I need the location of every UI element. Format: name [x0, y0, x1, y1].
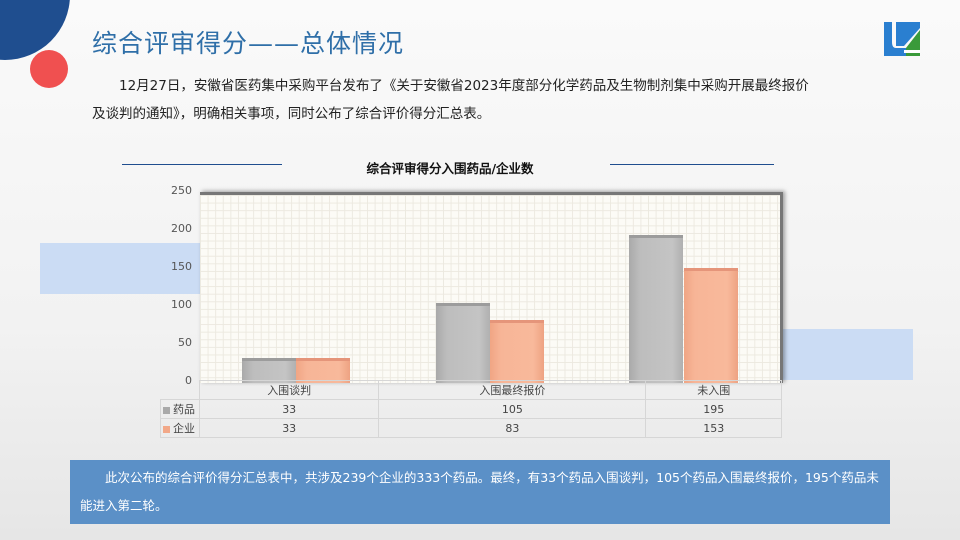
legend-swatch-enterprise	[163, 425, 170, 433]
brand-logo-icon	[884, 22, 920, 56]
column-header: 未入围	[645, 380, 782, 400]
table-cell: 33	[198, 399, 380, 419]
table-row: 药品 33 105 195	[160, 399, 782, 419]
y-tick-200: 200	[171, 222, 192, 235]
title-sub: 总体情况	[300, 29, 405, 58]
chart-title-rule-left	[122, 164, 282, 165]
bar-drug-not-shortlisted	[629, 235, 683, 383]
y-tick-250: 250	[171, 184, 192, 197]
y-tick-50: 50	[178, 336, 192, 349]
decorative-band-right	[781, 329, 913, 380]
table-header-row: 入围谈判 入围最终报价 未入围	[160, 380, 782, 400]
chart-plot-area	[200, 192, 783, 383]
column-header: 入围最终报价	[378, 380, 647, 400]
intro-paragraph: 12月27日，安徽省医药集中采购平台发布了《关于安徽省2023年度部分化学药品及…	[92, 78, 809, 122]
legend-enterprise: 企业	[160, 418, 200, 438]
table-row: 企业 33 83 153	[160, 418, 782, 438]
bar-enterprise-final-quote	[490, 320, 544, 383]
table-cell: 105	[378, 399, 647, 419]
legend-drug: 药品	[160, 399, 200, 419]
decorative-red-circle	[30, 50, 68, 88]
title-dash: ——	[248, 29, 301, 58]
y-tick-100: 100	[171, 298, 192, 311]
bar-drug-final-quote	[436, 303, 490, 383]
bar-enterprise-not-shortlisted	[684, 268, 738, 383]
column-header: 入围谈判	[198, 380, 380, 400]
bar-drug-negotiation	[242, 358, 296, 383]
legend-swatch-drug	[163, 406, 170, 414]
y-tick-150: 150	[171, 260, 192, 273]
decorative-band-left	[40, 243, 200, 294]
bar-enterprise-negotiation	[296, 358, 350, 383]
summary-box: 此次公布的综合评价得分汇总表中，共涉及239个企业的333个药品。最终，有33个…	[70, 460, 890, 524]
chart-title: 综合评审得分入围药品/企业数	[366, 161, 534, 176]
table-cell: 195	[645, 399, 782, 419]
table-cell: 83	[378, 418, 647, 438]
title-main: 综合评审得分	[92, 29, 249, 58]
chart-data-table: 入围谈判 入围最终报价 未入围 药品 33 105 195 企业 33 83 1…	[160, 380, 782, 438]
decorative-blue-circle	[0, 0, 70, 60]
chart-title-rule-right	[610, 164, 774, 165]
table-cell: 153	[645, 418, 782, 438]
table-cell: 33	[198, 418, 380, 438]
page-title: 综合评审得分——总体情况	[92, 24, 404, 60]
